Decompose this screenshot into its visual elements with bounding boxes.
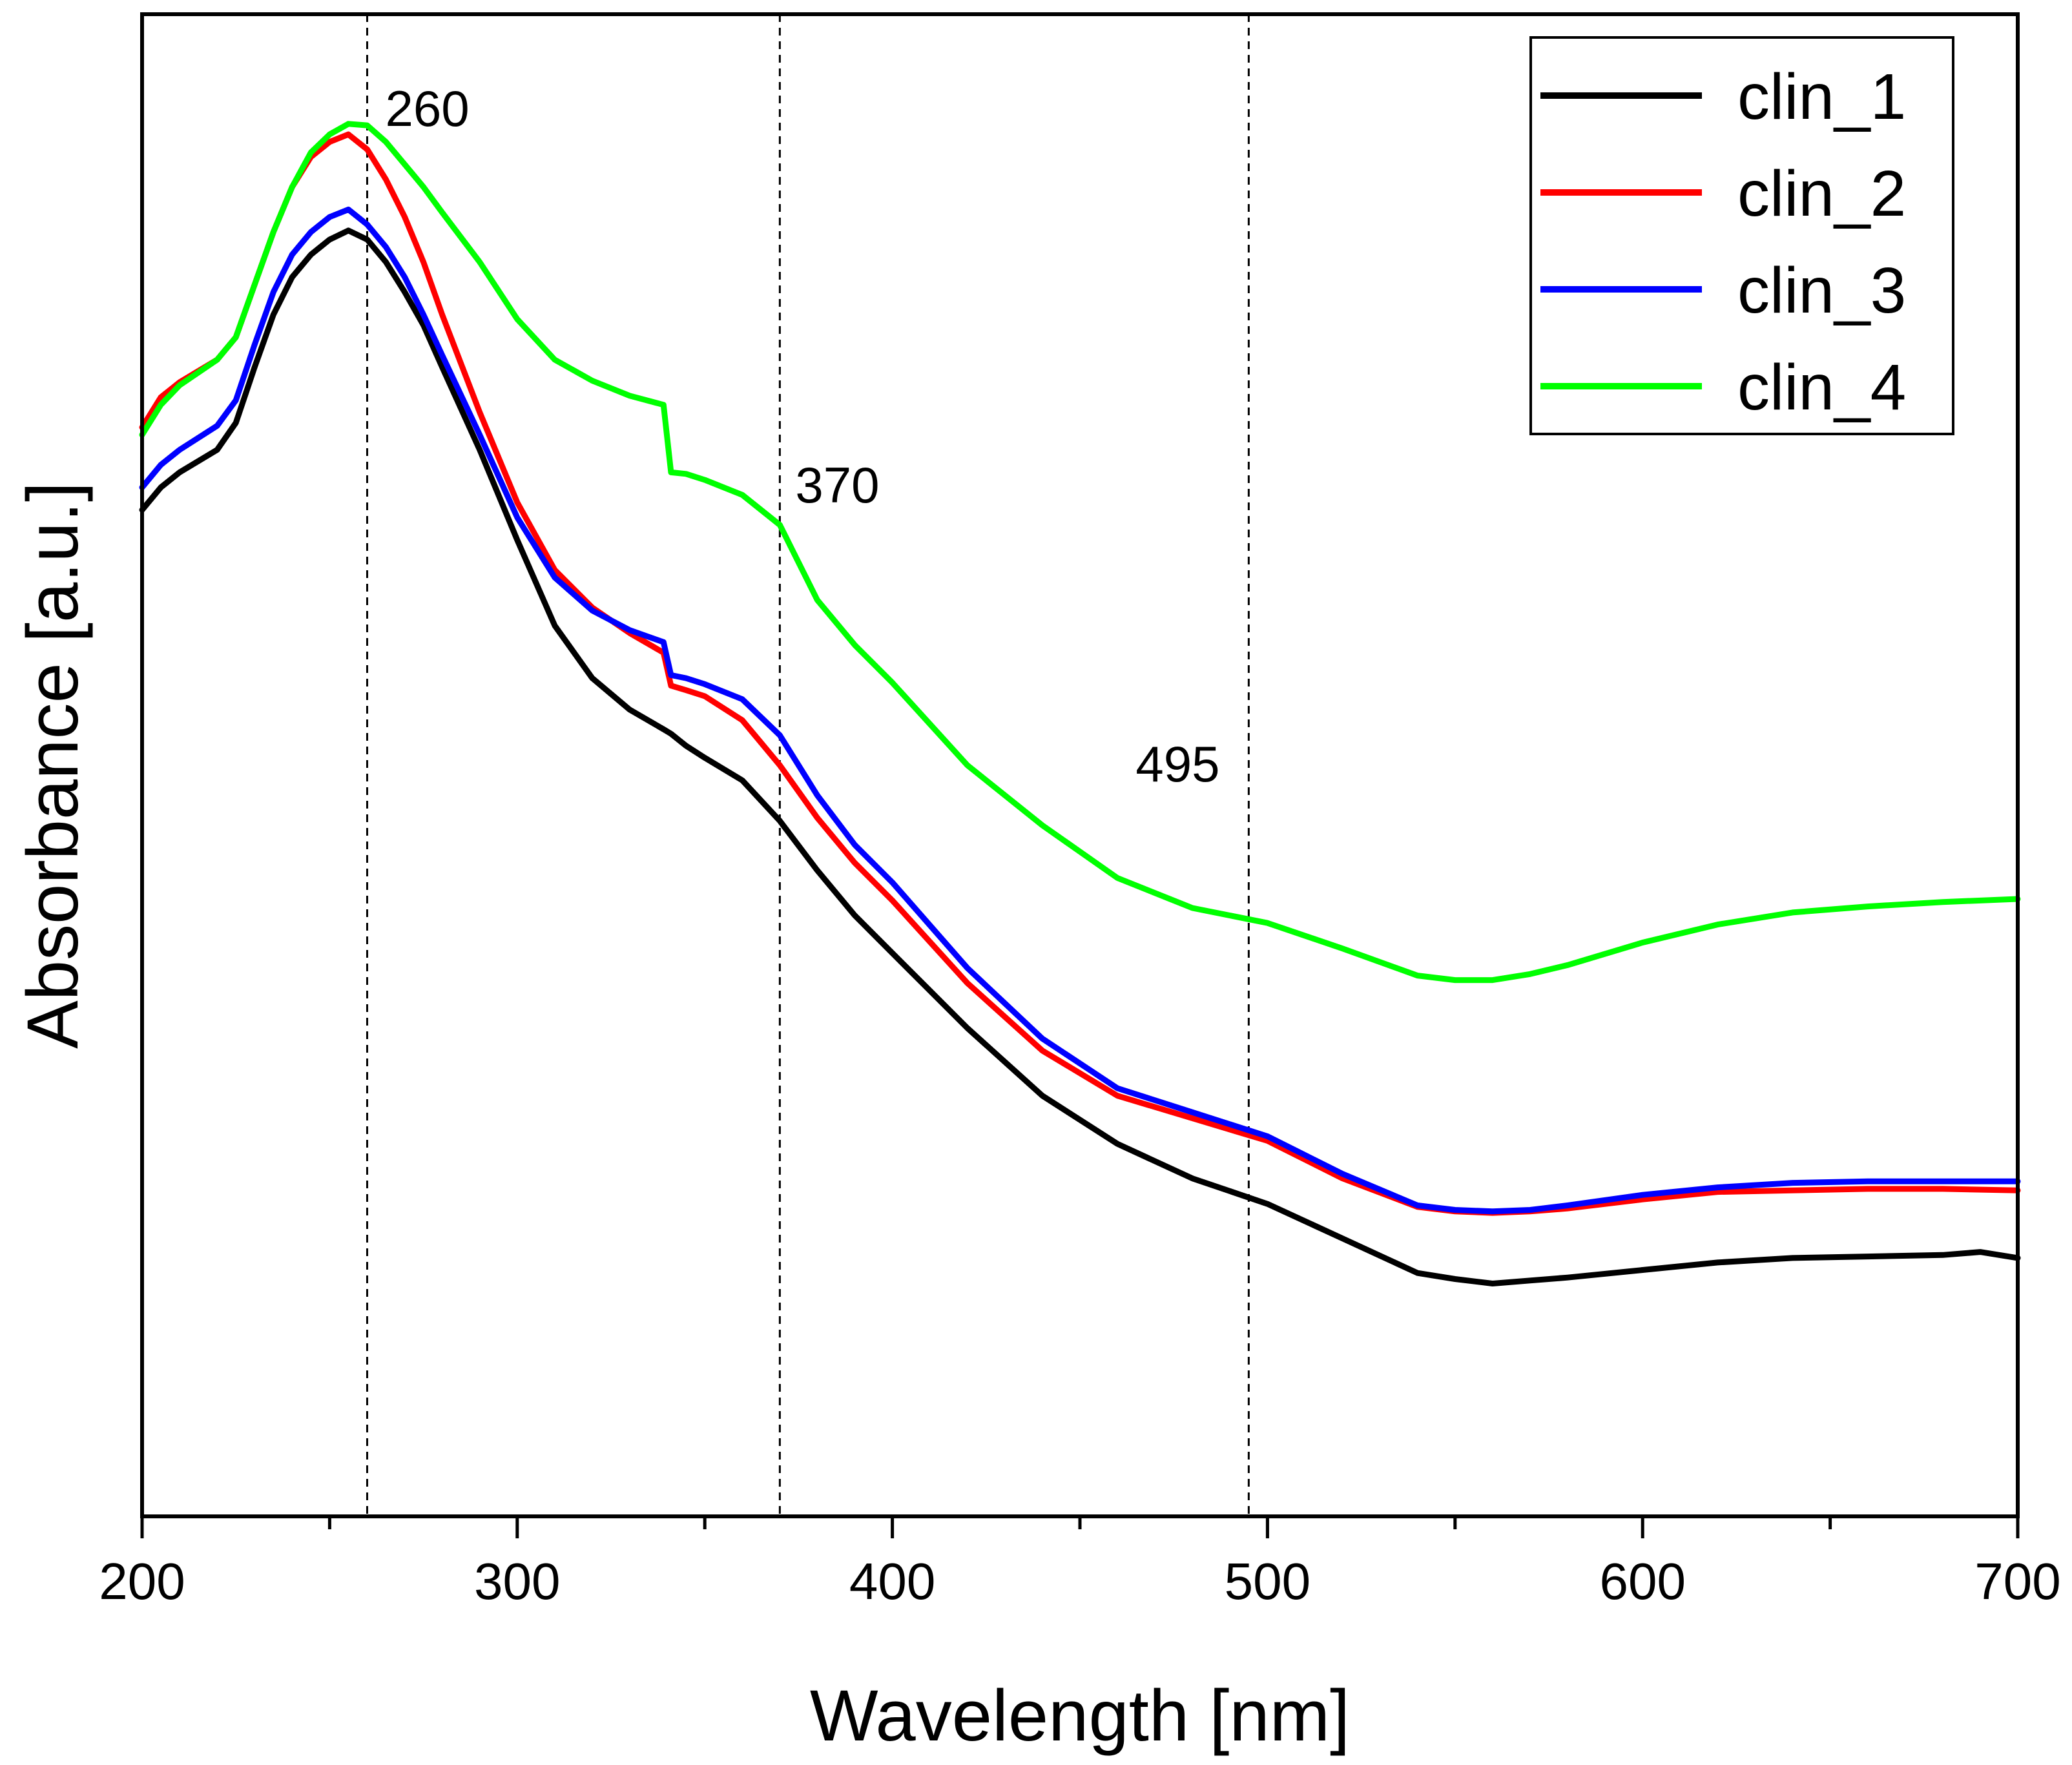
legend-label-clin_2: clin_2 [1737, 158, 1906, 230]
x-tick-label: 700 [1974, 1553, 2060, 1610]
x-tick-label: 500 [1225, 1553, 1311, 1610]
legend-items: clin_1 clin_2 clin_3 clin_4 [1540, 61, 1906, 424]
x-tick-label: 600 [1599, 1553, 1685, 1610]
x-tick-label: 400 [849, 1553, 935, 1610]
x-tick-label: 200 [99, 1553, 185, 1610]
series-line-clin_4 [139, 121, 2021, 984]
reference-lines [366, 14, 1250, 1516]
legend-label-clin_1: clin_1 [1737, 61, 1906, 133]
series-line-clin_1 [139, 227, 2021, 1286]
x-tick-label: 300 [474, 1553, 560, 1610]
x-axis-ticks: 200 300 400 500 600 700 [99, 1516, 2061, 1610]
annotation-495: 495 [1135, 736, 1219, 792]
legend-box [1529, 36, 1954, 435]
annotations: 260 370 495 [385, 80, 1219, 792]
y-axis-title: Absorbance [a.u.] [12, 482, 93, 1049]
x-axis-title: Wavelength [nm] [810, 1675, 1350, 1756]
series-layer [139, 121, 2021, 1286]
legend: clin_1 clin_2 clin_3 clin_4 [1529, 36, 1954, 435]
legend-label-clin_4: clin_4 [1737, 351, 1906, 424]
annotation-260: 260 [385, 80, 469, 137]
series-line-clin_3 [139, 206, 2021, 1215]
legend-label-clin_3: clin_3 [1737, 254, 1906, 327]
annotation-370: 370 [795, 457, 879, 513]
